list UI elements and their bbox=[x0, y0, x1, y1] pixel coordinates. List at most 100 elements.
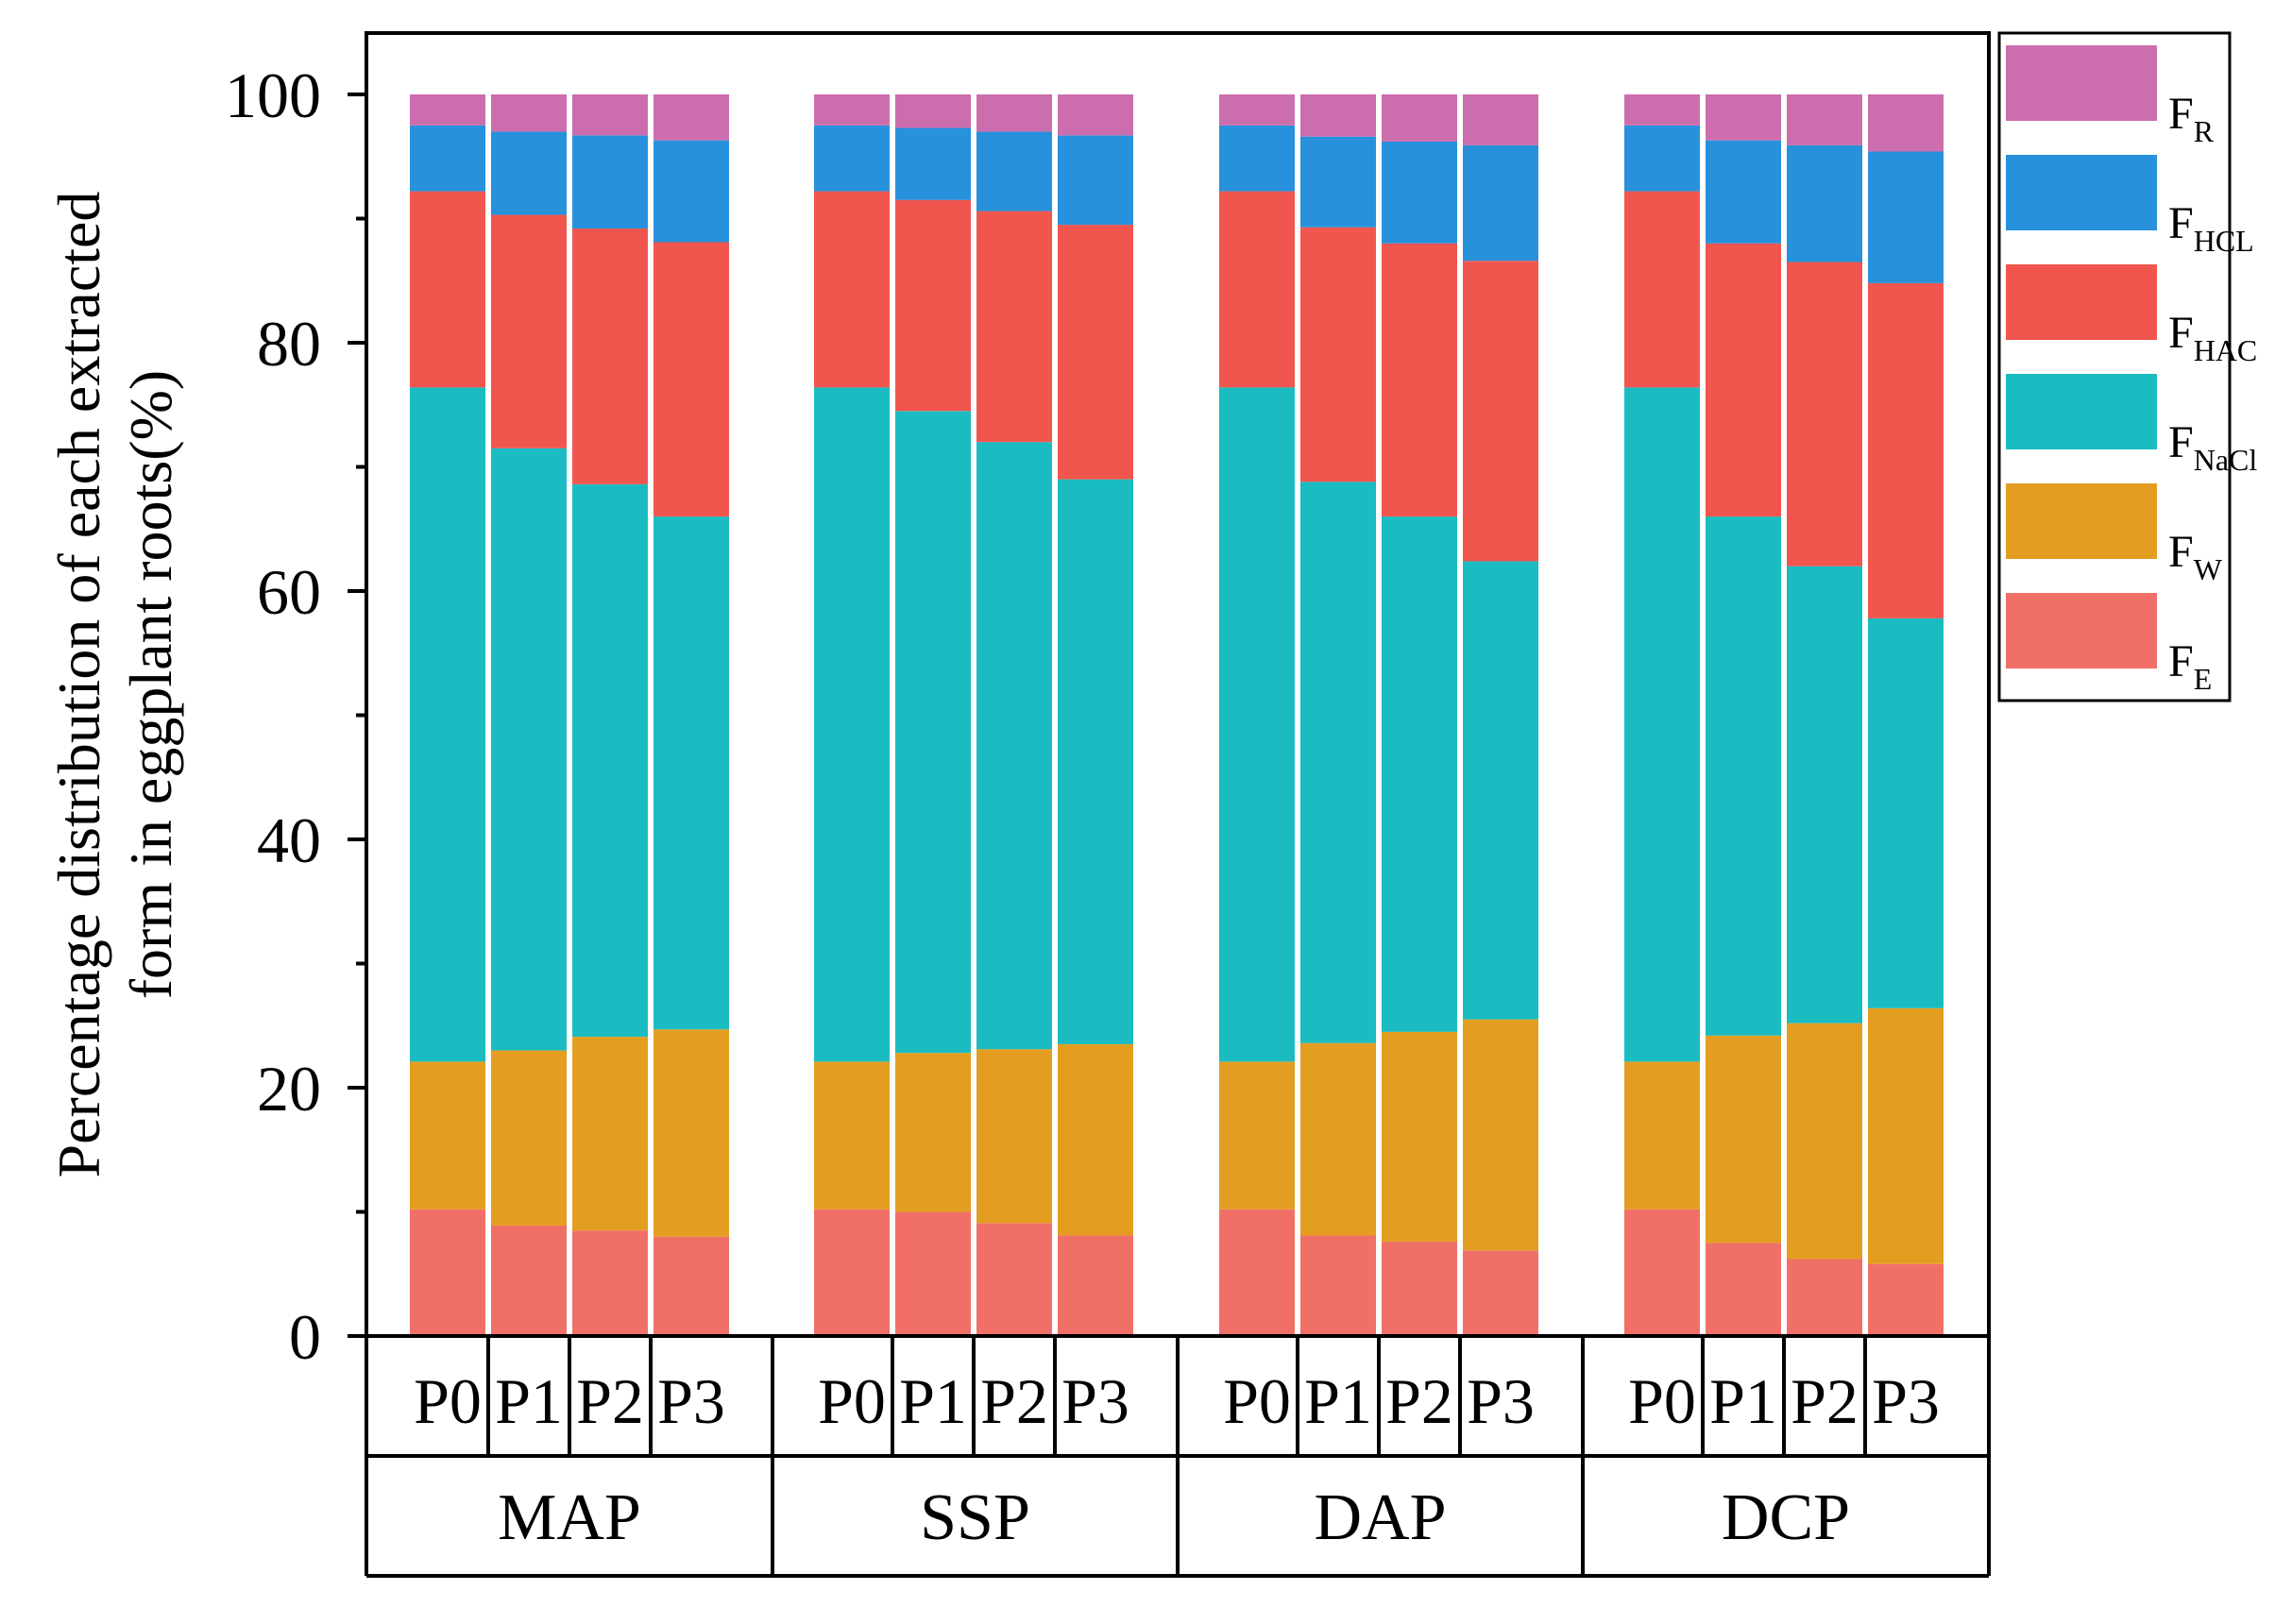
subcategory-label: P2 bbox=[1791, 1365, 1859, 1437]
bar-segment-e-ssp-p3 bbox=[1058, 1235, 1133, 1336]
bar-segment-nacl-ssp-p2 bbox=[976, 442, 1052, 1050]
bar-segment-w-map-p2 bbox=[572, 1037, 648, 1231]
y-axis-label-line: form in eggplant roots(%) bbox=[117, 370, 184, 1000]
bar-segment-r-dap-p1 bbox=[1300, 94, 1376, 137]
subcategory-label: P1 bbox=[1709, 1365, 1777, 1437]
legend-swatch-e bbox=[2006, 593, 2157, 668]
legend-swatch-r bbox=[2006, 45, 2157, 121]
bar-segment-w-dcp-p0 bbox=[1624, 1061, 1700, 1210]
bar-segment-nacl-dap-p1 bbox=[1300, 482, 1376, 1043]
bar-segment-w-dcp-p2 bbox=[1787, 1023, 1862, 1260]
bar-segment-hac-dap-p2 bbox=[1382, 243, 1457, 517]
subcategory-label: P1 bbox=[1304, 1365, 1372, 1437]
bar-segment-r-dap-p2 bbox=[1382, 94, 1457, 142]
bar-segment-r-ssp-p2 bbox=[976, 94, 1052, 132]
bar-segment-r-map-p0 bbox=[410, 94, 485, 126]
bar-segment-e-ssp-p0 bbox=[814, 1209, 890, 1336]
bar-segment-r-ssp-p1 bbox=[895, 94, 971, 128]
bar-segment-hcl-ssp-p3 bbox=[1058, 135, 1133, 226]
legend-label-nacl: FNaCl bbox=[2168, 417, 2257, 477]
bar-segment-hac-ssp-p3 bbox=[1058, 225, 1133, 480]
bar-segment-w-dcp-p1 bbox=[1706, 1035, 1781, 1243]
bar-segment-hcl-ssp-p1 bbox=[895, 127, 971, 200]
bar-segment-nacl-map-p2 bbox=[572, 483, 648, 1038]
bar-segment-nacl-dcp-p3 bbox=[1868, 617, 1944, 1008]
bar-segment-w-ssp-p2 bbox=[976, 1049, 1052, 1224]
bar-segment-hcl-map-p2 bbox=[572, 135, 648, 229]
bar-segment-e-map-p1 bbox=[491, 1225, 567, 1336]
bar-segment-hac-dcp-p1 bbox=[1706, 243, 1781, 517]
bar-segment-e-dcp-p3 bbox=[1868, 1263, 1944, 1336]
subcategory-label: P2 bbox=[1385, 1365, 1453, 1437]
bar-segment-e-map-p0 bbox=[410, 1209, 485, 1336]
legend-swatch-nacl bbox=[2006, 374, 2157, 449]
bar-segment-nacl-dap-p3 bbox=[1463, 561, 1538, 1020]
bar-segment-hcl-dcp-p3 bbox=[1868, 151, 1944, 283]
bar-segment-hac-dcp-p3 bbox=[1868, 282, 1944, 618]
bar-segment-w-ssp-p3 bbox=[1058, 1043, 1133, 1236]
bar-segment-r-map-p2 bbox=[572, 94, 648, 136]
bar-segment-hcl-map-p0 bbox=[410, 125, 485, 192]
bar-segment-e-dap-p1 bbox=[1300, 1235, 1376, 1336]
bar-segment-hac-ssp-p0 bbox=[814, 191, 890, 388]
legend-label-hac: FHAC bbox=[2168, 308, 2257, 367]
legend-label-main: F bbox=[2168, 636, 2194, 686]
legend-label-main: F bbox=[2168, 527, 2194, 577]
bar-segment-hac-map-p1 bbox=[491, 214, 567, 448]
subcategory-label: P2 bbox=[980, 1365, 1048, 1437]
bar-segment-w-dap-p3 bbox=[1463, 1019, 1538, 1251]
bar-segment-hac-ssp-p2 bbox=[976, 211, 1052, 443]
subcategory-label: P3 bbox=[1872, 1365, 1940, 1437]
legend-label-subscript: HAC bbox=[2194, 333, 2258, 367]
bar-segment-hcl-dcp-p0 bbox=[1624, 125, 1700, 192]
bar-segment-r-ssp-p0 bbox=[814, 94, 890, 126]
legend-swatch-hcl bbox=[2006, 155, 2157, 230]
bar-segment-hcl-map-p3 bbox=[654, 140, 729, 243]
y-axis-label: Percentage distribution of each extracte… bbox=[45, 192, 184, 1178]
y-tick-label: 60 bbox=[257, 556, 321, 628]
bar-segment-r-ssp-p3 bbox=[1058, 94, 1133, 136]
bar-segment-w-ssp-p1 bbox=[895, 1053, 971, 1212]
bar-segment-w-dap-p0 bbox=[1219, 1061, 1295, 1210]
legend-label-main: F bbox=[2168, 198, 2194, 248]
legend-label-r: FR bbox=[2168, 89, 2215, 148]
y-tick-label: 20 bbox=[257, 1053, 321, 1125]
bar-segment-hac-map-p3 bbox=[654, 242, 729, 517]
bar-segment-r-map-p3 bbox=[654, 94, 729, 141]
subcategory-label: P3 bbox=[1467, 1365, 1535, 1437]
bar-segment-hcl-dcp-p2 bbox=[1787, 144, 1862, 262]
bar-segment-r-dap-p3 bbox=[1463, 94, 1538, 145]
subcategory-label: P2 bbox=[576, 1365, 644, 1437]
bar-segment-nacl-map-p1 bbox=[491, 448, 567, 1051]
bar-segment-hac-dcp-p2 bbox=[1787, 262, 1862, 567]
bar-segment-e-map-p2 bbox=[572, 1230, 648, 1336]
axes-layer: 0 20 40 60 80 100 Percentage distribution of e… bbox=[45, 31, 1991, 1373]
bar-segment-w-map-p3 bbox=[654, 1029, 729, 1237]
bar-segment-hac-dcp-p0 bbox=[1624, 191, 1700, 388]
legend-label-subscript: W bbox=[2194, 552, 2223, 586]
bar-segment-nacl-ssp-p1 bbox=[895, 411, 971, 1054]
bar-segment-nacl-dap-p0 bbox=[1219, 387, 1295, 1062]
y-tick-label: 40 bbox=[257, 804, 321, 876]
bar-segment-hcl-ssp-p2 bbox=[976, 131, 1052, 211]
bar-segment-r-dcp-p2 bbox=[1787, 94, 1862, 145]
group-label: DCP bbox=[1722, 1481, 1850, 1554]
subcategory-label: P1 bbox=[899, 1365, 967, 1437]
bar-segment-r-dcp-p1 bbox=[1706, 94, 1781, 141]
legend-label-subscript: NaCl bbox=[2194, 443, 2258, 477]
legend-swatch-hac bbox=[2006, 264, 2157, 340]
bar-segment-hcl-dap-p2 bbox=[1382, 141, 1457, 244]
legend-label-hcl: FHCL bbox=[2168, 198, 2254, 258]
subcategory-label: P3 bbox=[657, 1365, 725, 1437]
bar-segment-nacl-ssp-p0 bbox=[814, 387, 890, 1062]
bar-segment-hcl-dap-p3 bbox=[1463, 144, 1538, 262]
bar-segment-nacl-map-p0 bbox=[410, 387, 485, 1062]
group-label: DAP bbox=[1314, 1481, 1446, 1554]
bar-segment-w-dcp-p3 bbox=[1868, 1007, 1944, 1264]
bar-segment-nacl-dcp-p0 bbox=[1624, 387, 1700, 1062]
bar-segment-w-dap-p2 bbox=[1382, 1031, 1457, 1243]
bar-segment-hac-dap-p0 bbox=[1219, 191, 1295, 388]
bar-segment-hac-dap-p1 bbox=[1300, 227, 1376, 482]
